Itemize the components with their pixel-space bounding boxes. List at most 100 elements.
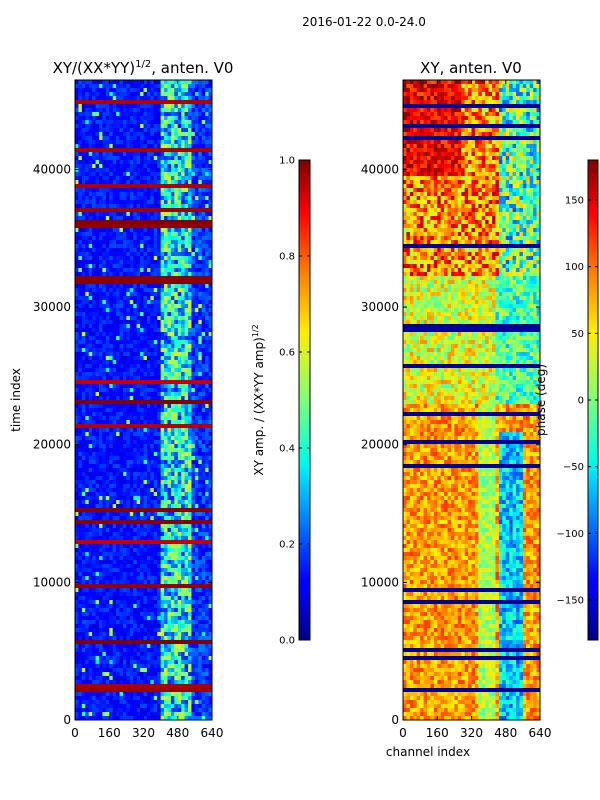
heatmap-cell	[116, 444, 120, 449]
heatmap-cell	[126, 416, 131, 421]
heatmap-cell	[98, 136, 103, 141]
heatmap-cell	[191, 396, 196, 401]
heatmap-cell	[98, 484, 103, 489]
heatmap-cell	[177, 344, 182, 349]
heatmap-cell	[174, 604, 179, 609]
heatmap-cell	[98, 472, 103, 477]
heatmap-cell	[150, 324, 155, 329]
heatmap-cell	[122, 200, 127, 205]
heatmap-cell	[157, 472, 161, 477]
heatmap-cell	[205, 596, 209, 601]
heatmap-cell	[177, 108, 182, 113]
heatmap-cell	[191, 308, 196, 313]
heatmap-cell	[136, 428, 141, 433]
heatmap-cell	[201, 592, 206, 597]
heatmap-cell	[188, 376, 192, 381]
heatmap-cell	[78, 112, 83, 117]
heatmap-cell	[136, 128, 141, 133]
heatmap-cell	[184, 120, 189, 125]
heatmap-cell	[143, 376, 148, 381]
heatmap-cell	[188, 492, 192, 497]
heatmap-cell	[88, 524, 93, 529]
heatmap-cell	[122, 552, 127, 557]
heatmap-cell	[122, 608, 127, 613]
heatmap-cell	[188, 560, 192, 565]
heatmap-cell	[119, 256, 124, 261]
heatmap-cell	[188, 236, 192, 241]
heatmap-cell	[157, 404, 161, 409]
heatmap-cell	[208, 212, 212, 217]
heatmap-cell	[129, 452, 134, 457]
heatmap-cell	[177, 452, 182, 457]
heatmap-cell	[157, 204, 161, 209]
heatmap-cell	[157, 564, 161, 569]
heatmap-cell	[119, 120, 124, 125]
heatmap-cell	[170, 604, 175, 609]
heatmap-cell	[92, 528, 96, 533]
heatmap-cell	[95, 496, 100, 501]
heatmap-cell	[177, 528, 182, 533]
heatmap-cell	[153, 476, 158, 481]
heatmap-cell	[167, 372, 172, 377]
heatmap-cell	[198, 532, 203, 537]
heatmap-cell	[75, 496, 79, 501]
heatmap-cell	[181, 124, 185, 129]
heatmap-cell	[157, 588, 161, 593]
heatmap-cell	[98, 236, 103, 241]
heatmap-cell	[150, 436, 155, 441]
heatmap-cell	[126, 160, 131, 165]
heatmap-cell	[153, 416, 158, 421]
heatmap-cell	[75, 412, 79, 417]
heatmap-cell	[143, 212, 148, 217]
heatmap-cell	[116, 376, 120, 381]
heatmap-cell	[122, 212, 127, 217]
heatmap-cell	[140, 364, 144, 369]
heatmap-cell	[102, 368, 107, 373]
heatmap-cell	[98, 412, 103, 417]
heatmap-cell	[146, 524, 151, 529]
heatmap-cell	[194, 604, 199, 609]
heatmap-cell	[81, 128, 86, 133]
heatmap-cell	[146, 328, 151, 333]
heatmap-cell	[201, 444, 206, 449]
heatmap-cell	[194, 536, 199, 541]
heatmap-cell	[75, 608, 79, 613]
heatmap-cell	[95, 544, 100, 549]
heatmap-cell	[201, 624, 206, 629]
heatmap-cell	[208, 360, 212, 365]
heatmap-cell	[177, 480, 182, 485]
heatmap-cell	[92, 368, 96, 373]
heatmap-cell	[85, 388, 89, 393]
heatmap-cell	[208, 556, 212, 561]
heatmap-cell	[88, 232, 93, 237]
heatmap-cell	[95, 196, 100, 201]
heatmap-cell	[146, 232, 151, 237]
heatmap-cell	[88, 200, 93, 205]
heatmap-cell	[164, 432, 168, 437]
heatmap-cell	[143, 168, 148, 173]
heatmap-cell	[95, 120, 100, 125]
heatmap-cell	[208, 164, 212, 169]
heatmap-cell	[81, 180, 86, 185]
heatmap-cell	[143, 412, 148, 417]
heatmap-cell	[75, 316, 79, 321]
heatmap-cell	[95, 452, 100, 457]
heatmap-cell	[112, 304, 117, 309]
heatmap-cell	[116, 516, 120, 521]
heatmap-cell	[119, 548, 124, 553]
heatmap-cell	[174, 232, 179, 237]
heatmap-cell	[208, 456, 212, 461]
heatmap-cell	[129, 528, 134, 533]
heatmap-cell	[188, 420, 192, 425]
heatmap-cell	[109, 592, 113, 597]
heatmap-cell	[205, 516, 209, 521]
heatmap-cell	[129, 348, 134, 353]
heatmap-cell	[129, 564, 134, 569]
heatmap-cell	[170, 368, 175, 373]
heatmap-cell	[133, 364, 137, 369]
heatmap-cell	[170, 180, 175, 185]
heatmap-cell	[153, 368, 158, 373]
heatmap-cell	[184, 284, 189, 289]
heatmap-cell	[129, 144, 134, 149]
heatmap-cell	[191, 476, 196, 481]
